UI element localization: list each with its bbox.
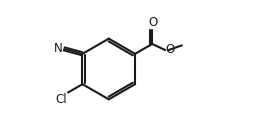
Text: Cl: Cl bbox=[56, 93, 67, 106]
Text: O: O bbox=[166, 43, 175, 56]
Text: O: O bbox=[148, 16, 157, 29]
Text: N: N bbox=[54, 42, 62, 55]
